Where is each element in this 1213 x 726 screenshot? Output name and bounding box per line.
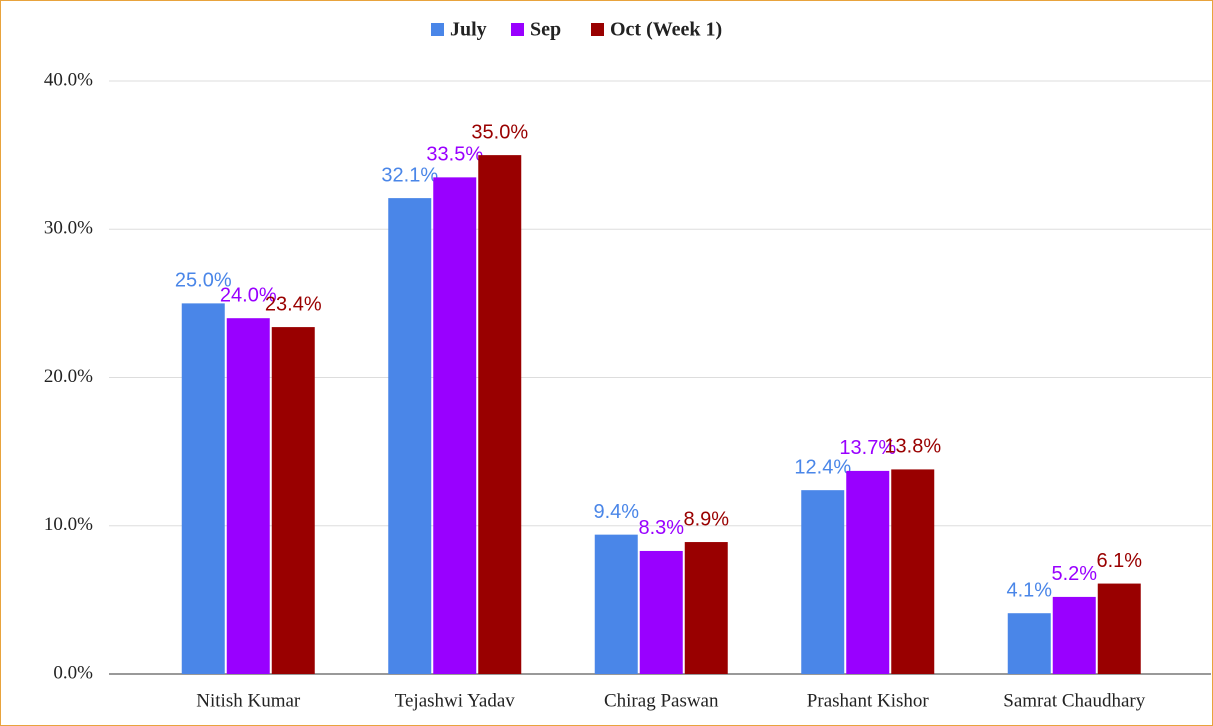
legend-swatch bbox=[431, 23, 444, 36]
legend-label: July bbox=[450, 19, 487, 41]
value-label: 8.9% bbox=[683, 508, 729, 530]
y-tick-label: 20.0% bbox=[44, 366, 93, 387]
bar bbox=[271, 327, 315, 674]
value-label: 12.4% bbox=[794, 456, 851, 478]
x-tick-label: Prashant Kishor bbox=[807, 690, 930, 711]
x-tick-label: Nitish Kumar bbox=[196, 690, 301, 711]
value-label: 6.1% bbox=[1096, 550, 1142, 572]
x-tick-label: Chirag Paswan bbox=[604, 690, 719, 711]
y-tick-label: 10.0% bbox=[44, 514, 93, 535]
value-label: 23.4% bbox=[265, 293, 322, 315]
y-tick-label: 40.0% bbox=[44, 69, 93, 90]
x-tick-label: Tejashwi Yadav bbox=[395, 690, 516, 711]
bar bbox=[478, 155, 522, 674]
y-tick-label: 0.0% bbox=[53, 662, 93, 683]
value-label: 4.1% bbox=[1006, 579, 1052, 601]
bar bbox=[846, 470, 890, 674]
value-label: 8.3% bbox=[638, 517, 684, 539]
value-label: 33.5% bbox=[426, 144, 483, 166]
value-label: 13.7% bbox=[839, 437, 896, 459]
value-label: 13.8% bbox=[884, 436, 941, 458]
legend-swatch bbox=[511, 23, 524, 36]
bar bbox=[433, 177, 477, 675]
bar bbox=[801, 490, 845, 674]
bar bbox=[388, 198, 432, 674]
bar bbox=[594, 534, 638, 674]
value-label: 5.2% bbox=[1051, 563, 1097, 585]
value-label: 9.4% bbox=[593, 501, 639, 523]
bar bbox=[891, 469, 935, 674]
bar bbox=[684, 542, 728, 674]
bar bbox=[639, 550, 683, 674]
legend-swatch bbox=[591, 23, 604, 36]
value-label: 35.0% bbox=[471, 121, 528, 143]
bar bbox=[1097, 583, 1141, 674]
value-label: 32.1% bbox=[381, 164, 438, 186]
bar bbox=[1052, 596, 1096, 674]
value-label: 24.0% bbox=[220, 284, 277, 306]
legend-label: Oct (Week 1) bbox=[610, 19, 722, 41]
legend-label: Sep bbox=[530, 19, 561, 41]
bar bbox=[226, 318, 270, 674]
bar bbox=[181, 303, 225, 674]
bar bbox=[1007, 613, 1051, 674]
value-label: 25.0% bbox=[175, 270, 232, 292]
y-tick-label: 30.0% bbox=[44, 218, 93, 239]
x-tick-label: Samrat Chaudhary bbox=[1003, 690, 1145, 711]
